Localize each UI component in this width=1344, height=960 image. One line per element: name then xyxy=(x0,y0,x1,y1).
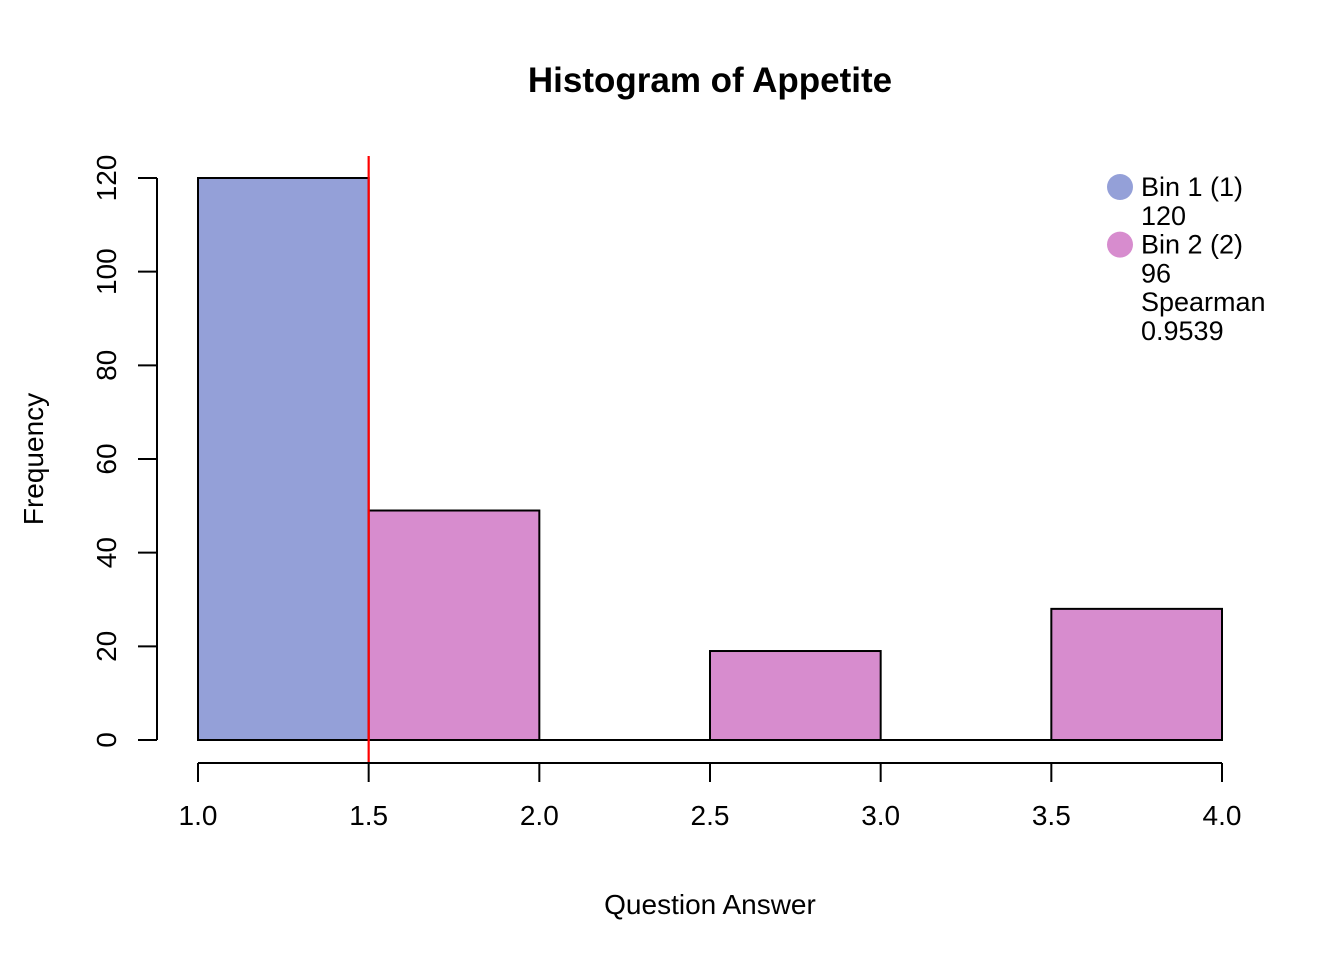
legend-item-text: Spearman xyxy=(1141,287,1266,317)
histogram-bar xyxy=(708,650,882,741)
y-tick-label: 60 xyxy=(91,443,122,474)
chart-title: Histogram of Appetite xyxy=(528,61,892,100)
y-tick-label: 40 xyxy=(91,537,122,568)
y-tick-label: 0 xyxy=(91,732,122,748)
legend-item-text: Bin 2 (2) xyxy=(1141,230,1243,260)
legend-marker-dot xyxy=(1107,174,1133,200)
histogram-bar xyxy=(1050,607,1223,741)
x-axis: 1.0 1.5 2.0 2.5 3.0 3.5 4.0 xyxy=(179,762,1242,831)
legend-item-text: Bin 1 (1) xyxy=(1141,172,1243,202)
x-tick-label: 2.5 xyxy=(691,800,730,831)
legend-marker-dot xyxy=(1107,231,1133,258)
y-tick-label: 20 xyxy=(91,631,122,662)
plot-area xyxy=(197,156,1223,763)
legend-item-text: 120 xyxy=(1141,201,1186,231)
y-tick-label: 100 xyxy=(91,248,122,295)
y-tick-label: 80 xyxy=(91,350,122,381)
x-tick-label: 4.0 xyxy=(1203,800,1242,831)
histogram-bar xyxy=(197,177,370,741)
legend-item-text: 96 xyxy=(1141,258,1171,288)
y-axis-label: Frequency xyxy=(18,393,49,525)
x-axis-label: Question Answer xyxy=(604,889,816,920)
axes: 0 20 40 60 80 100 120 1.0 1.5 2.0 2.5 3.0 3.5 4.0 xyxy=(91,155,1241,831)
x-tick-label: 1.5 xyxy=(349,800,388,831)
histogram-bar xyxy=(367,509,541,741)
y-axis: 0 20 40 60 80 100 120 xyxy=(91,155,158,748)
y-tick-label: 120 xyxy=(91,155,122,202)
x-tick-label: 1.0 xyxy=(179,800,218,831)
x-tick-label: 3.5 xyxy=(1032,800,1071,831)
x-tick-label: 2.0 xyxy=(520,800,559,831)
x-tick-label: 3.0 xyxy=(861,800,900,831)
legend-item-text: 0.9539 xyxy=(1141,316,1224,346)
